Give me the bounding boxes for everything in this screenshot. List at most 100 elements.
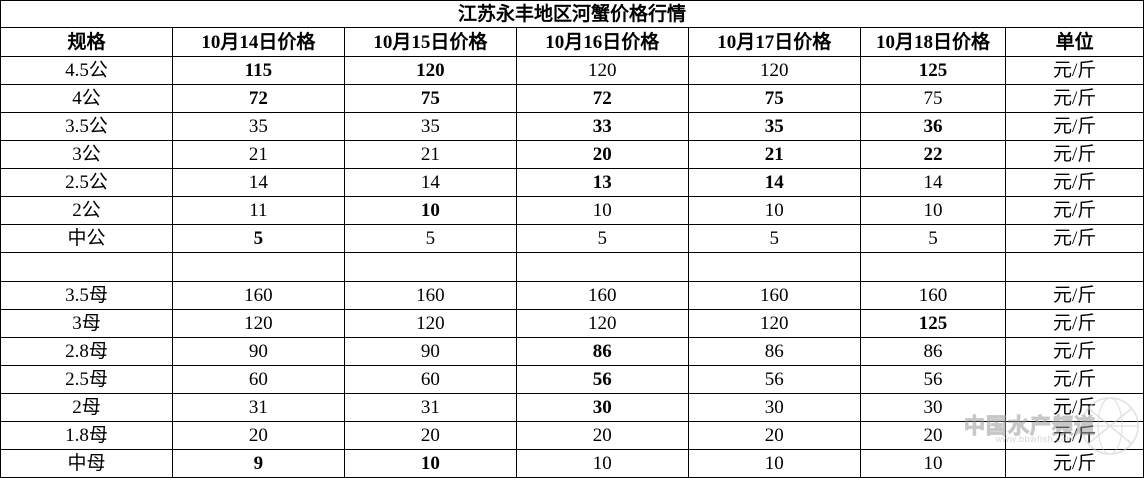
price-cell: 75 [688, 85, 860, 113]
spec-cell: 2.8母 [1, 338, 173, 366]
price-cell: 14 [860, 169, 1006, 197]
price-cell: 60 [172, 366, 344, 394]
spec-cell: 3母 [1, 310, 173, 338]
price-cell: 120 [172, 310, 344, 338]
price-cell: 20 [688, 422, 860, 450]
unit-cell: 元/斤 [1006, 57, 1144, 85]
price-cell: 160 [860, 282, 1006, 310]
price-cell: 31 [344, 394, 516, 422]
unit-cell: 元/斤 [1006, 310, 1144, 338]
price-cell: 56 [860, 366, 1006, 394]
price-cell: 20 [172, 422, 344, 450]
price-cell: 120 [516, 310, 688, 338]
price-cell: 21 [172, 141, 344, 169]
spec-cell: 4公 [1, 85, 173, 113]
price-cell: 5 [860, 225, 1006, 253]
spec-cell: 2母 [1, 394, 173, 422]
column-header-4: 10月17日价格 [688, 28, 860, 57]
unit-cell: 元/斤 [1006, 141, 1144, 169]
unit-cell: 元/斤 [1006, 169, 1144, 197]
spec-cell: 2公 [1, 197, 173, 225]
price-cell: 160 [344, 282, 516, 310]
spec-cell: 中母 [1, 450, 173, 478]
unit-cell: 元/斤 [1006, 366, 1144, 394]
price-cell: 5 [344, 225, 516, 253]
spacer-row [1, 253, 1144, 282]
price-cell: 120 [688, 310, 860, 338]
price-cell: 9 [172, 450, 344, 478]
price-cell: 30 [516, 394, 688, 422]
price-cell: 36 [860, 113, 1006, 141]
price-cell: 35 [688, 113, 860, 141]
price-cell: 90 [344, 338, 516, 366]
price-cell: 125 [860, 310, 1006, 338]
title-row: 江苏永丰地区河蟹价格行情 [1, 1, 1144, 28]
spec-cell: 3公 [1, 141, 173, 169]
price-cell: 56 [688, 366, 860, 394]
price-cell [516, 253, 688, 282]
unit-cell: 元/斤 [1006, 197, 1144, 225]
price-cell: 86 [516, 338, 688, 366]
price-cell: 30 [860, 394, 1006, 422]
price-cell: 115 [172, 57, 344, 85]
price-cell: 86 [860, 338, 1006, 366]
price-cell: 14 [344, 169, 516, 197]
price-cell: 20 [516, 422, 688, 450]
price-cell: 10 [688, 450, 860, 478]
price-cell: 35 [172, 113, 344, 141]
price-cell [860, 253, 1006, 282]
table-title: 江苏永丰地区河蟹价格行情 [1, 1, 1144, 28]
column-header-0: 规格 [1, 28, 173, 57]
column-header-6: 单位 [1006, 28, 1144, 57]
price-cell: 5 [516, 225, 688, 253]
price-cell: 10 [344, 450, 516, 478]
unit-cell: 元/斤 [1006, 394, 1144, 422]
price-cell: 86 [688, 338, 860, 366]
price-cell: 35 [344, 113, 516, 141]
unit-cell: 元/斤 [1006, 113, 1144, 141]
price-cell: 160 [688, 282, 860, 310]
price-cell: 20 [516, 141, 688, 169]
price-cell: 30 [688, 394, 860, 422]
unit-cell: 元/斤 [1006, 450, 1144, 478]
spec-cell: 中公 [1, 225, 173, 253]
price-cell: 120 [688, 57, 860, 85]
price-cell: 10 [344, 197, 516, 225]
spec-cell: 1.8母 [1, 422, 173, 450]
column-header-5: 10月18日价格 [860, 28, 1006, 57]
spec-cell [1, 253, 173, 282]
price-cell: 120 [516, 57, 688, 85]
spec-cell: 2.5母 [1, 366, 173, 394]
price-cell: 125 [860, 57, 1006, 85]
price-cell: 72 [172, 85, 344, 113]
unit-cell: 元/斤 [1006, 338, 1144, 366]
price-cell: 13 [516, 169, 688, 197]
price-cell: 56 [516, 366, 688, 394]
price-cell: 10 [860, 450, 1006, 478]
price-cell: 160 [172, 282, 344, 310]
price-cell: 60 [344, 366, 516, 394]
price-cell: 90 [172, 338, 344, 366]
unit-cell: 元/斤 [1006, 422, 1144, 450]
unit-cell [1006, 253, 1144, 282]
spec-cell: 2.5公 [1, 169, 173, 197]
price-cell: 10 [688, 197, 860, 225]
column-header-3: 10月16日价格 [516, 28, 688, 57]
price-cell [172, 253, 344, 282]
price-cell: 120 [344, 310, 516, 338]
price-cell [688, 253, 860, 282]
price-cell: 120 [344, 57, 516, 85]
